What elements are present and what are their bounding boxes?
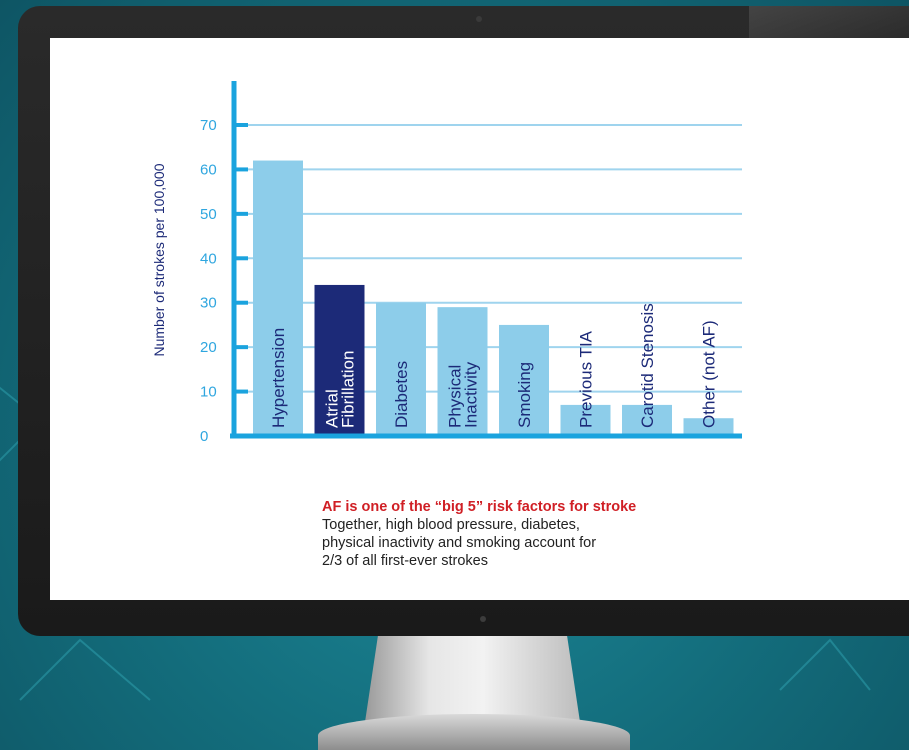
- caption-line: physical inactivity and smoking account …: [322, 535, 597, 551]
- caption-headline: AF is one of the “big 5” risk factors fo…: [322, 499, 637, 515]
- chin-dot: [480, 616, 486, 622]
- y-tick-label: 60: [200, 161, 217, 178]
- category-label: Inactivity: [462, 361, 481, 428]
- bar: [314, 284, 365, 436]
- bar: [622, 404, 672, 436]
- bar: [253, 160, 303, 436]
- bar-chart: 0 10 20 30 40 50 60 70 Number of strokes per 100…: [151, 81, 742, 445]
- y-tick-label: 40: [200, 250, 217, 267]
- monitor-base: [318, 714, 630, 750]
- category-label: Smoking: [515, 362, 534, 428]
- y-tick-label: 20: [200, 339, 217, 356]
- camera-dot: [476, 16, 482, 22]
- category-label: Atrial: [323, 389, 342, 428]
- bar: [499, 324, 549, 436]
- bar: [437, 307, 488, 436]
- category-label: Diabetes: [392, 361, 411, 428]
- y-tick-label: 10: [200, 384, 217, 401]
- y-tick-label: 30: [200, 295, 217, 312]
- bar: [683, 418, 734, 436]
- monitor-stand: [365, 636, 580, 722]
- category-label: Physical: [446, 365, 465, 428]
- monitor-screen: 0 10 20 30 40 50 60 70 Number of strokes per 100…: [50, 38, 909, 600]
- y-tick-label: 50: [200, 206, 217, 223]
- chart-caption: AF is one of the “big 5” risk factors fo…: [322, 498, 842, 570]
- category-label: Other (not AF): [700, 320, 719, 428]
- category-label: Previous TIA: [577, 330, 596, 428]
- caption-line: 2/3 of all first-ever strokes: [322, 553, 488, 569]
- bar: [376, 302, 426, 436]
- category-label: Hypertension: [269, 328, 288, 428]
- bar: [560, 404, 611, 436]
- y-tick-label: 0: [200, 428, 208, 445]
- category-label: Fibrillation: [339, 351, 358, 428]
- caption-line: Together, high blood pressure, diabetes,: [322, 517, 580, 533]
- y-axis-label: Number of strokes per 100,000: [151, 163, 167, 356]
- category-label: Carotid Stenosis: [638, 303, 657, 428]
- y-tick-label: 70: [200, 117, 217, 134]
